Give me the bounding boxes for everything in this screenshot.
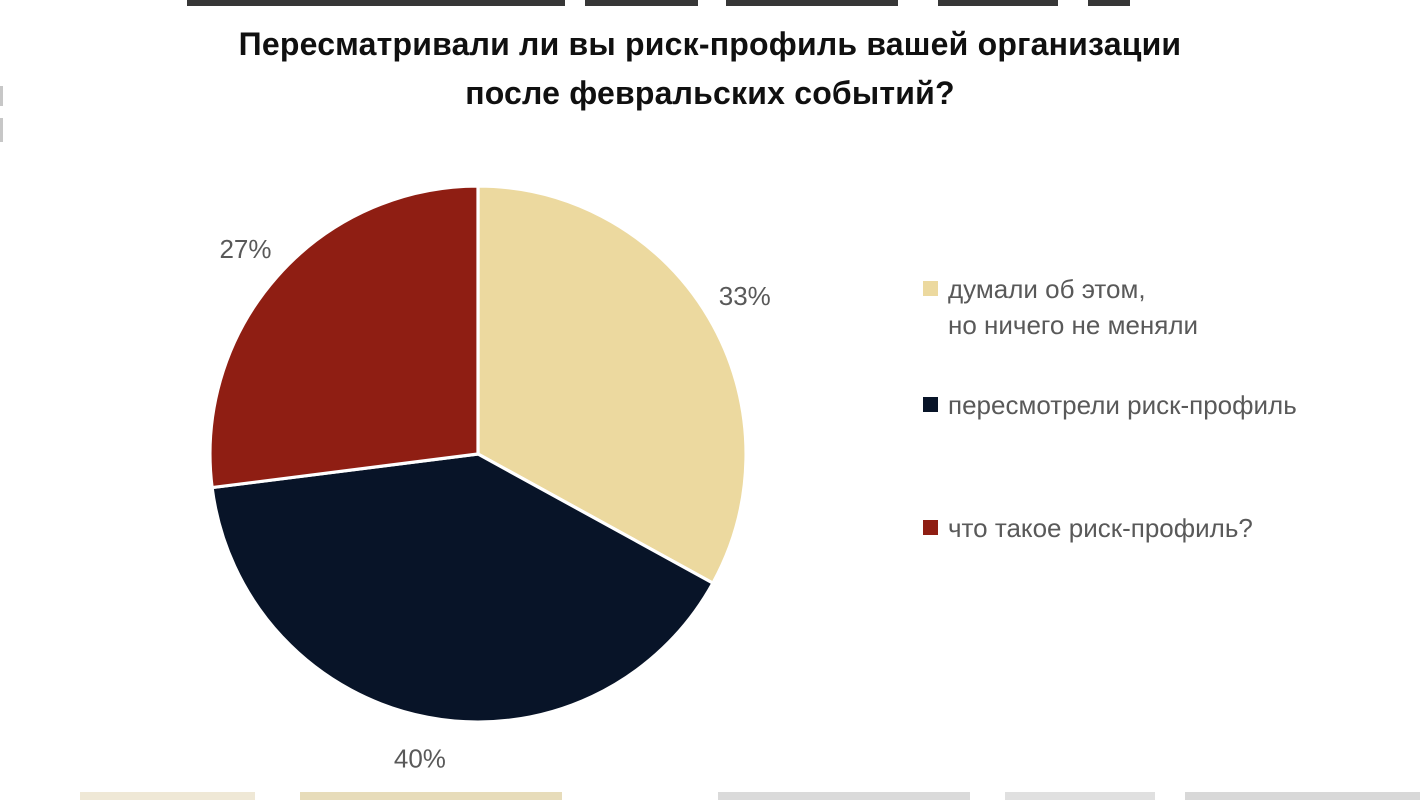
pie-data-label-what-is-risk-profile: 27% <box>219 234 271 264</box>
pie-slice-thought-about-it <box>476 184 748 585</box>
legend-label-what-is-risk-profile: что такое риск-профиль? <box>948 513 1253 543</box>
legend-label-thought-about-it: думали об этом, но ничего не меняли <box>948 274 1199 340</box>
pie-data-label-revised-risk-profile: 40% <box>394 744 446 774</box>
pie-data-label-thought-about-it: 33% <box>719 281 771 311</box>
chart-title: Пересматривали ли вы риск-профиль вашей … <box>0 20 1420 118</box>
cropped-text-artifact <box>187 0 565 6</box>
pie-chart: 33% 40% 27% <box>208 184 771 774</box>
cropped-text-artifact <box>1005 792 1155 800</box>
cropped-text-artifact <box>300 792 562 800</box>
legend-item-revised-risk-profile: пересмотрели риск-профиль <box>923 387 1297 423</box>
chart-title-line-2: после февральских событий? <box>465 75 955 111</box>
cropped-text-artifact <box>80 792 255 800</box>
cropped-text-artifact <box>726 0 898 6</box>
cropped-text-artifact <box>0 118 3 142</box>
cropped-text-artifact <box>1185 792 1420 800</box>
legend-label-revised-risk-profile: пересмотрели риск-профиль <box>948 390 1297 420</box>
chart-title-line-1: Пересматривали ли вы риск-профиль вашей … <box>238 26 1182 62</box>
chart-legend: думали об этом, но ничего не меняли пере… <box>923 0 1403 800</box>
pie-slice-what-is-risk-profile <box>208 184 480 490</box>
pie-slice-revised-risk-profile <box>210 452 715 724</box>
legend-swatch-navy <box>923 397 938 412</box>
cropped-text-artifact <box>718 792 970 800</box>
cropped-text-artifact <box>938 0 1058 6</box>
legend-item-what-is-risk-profile: что такое риск-профиль? <box>923 510 1253 546</box>
pie-chart-area: 33% 40% 27% <box>158 134 798 774</box>
legend-swatch-cream <box>923 281 938 296</box>
legend-swatch-red <box>923 520 938 535</box>
cropped-text-artifact <box>585 0 698 6</box>
cropped-text-artifact <box>1088 0 1130 6</box>
legend-item-thought-about-it: думали об этом, но ничего не меняли <box>923 271 1198 343</box>
cropped-text-artifact <box>0 86 3 106</box>
